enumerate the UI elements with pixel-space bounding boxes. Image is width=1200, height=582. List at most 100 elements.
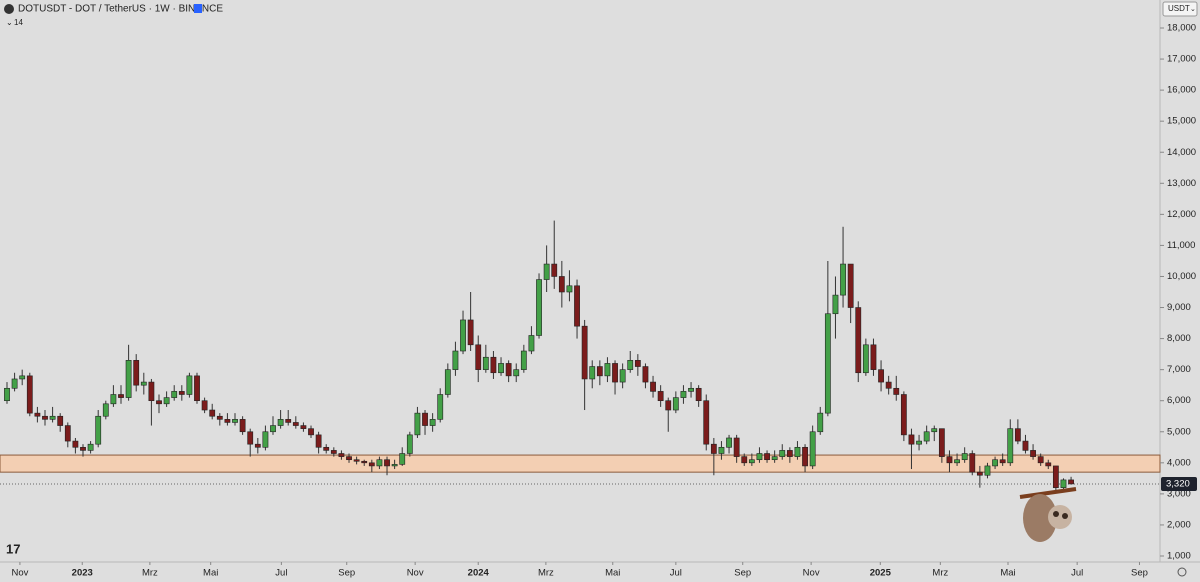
candle-body — [422, 412, 428, 426]
x-tick-label: Mrz — [538, 568, 554, 579]
candle-body — [551, 263, 558, 277]
candle-body — [201, 400, 208, 411]
candle-body — [262, 431, 269, 448]
candle-body — [878, 369, 884, 383]
candle-body — [726, 437, 732, 448]
x-tick-label: Mai — [1000, 568, 1015, 579]
x-tick-label: Mrz — [932, 568, 948, 579]
candle-body — [102, 403, 109, 417]
candle-body — [505, 363, 512, 377]
candle-body — [695, 387, 702, 402]
currency-label: USDT — [1168, 4, 1190, 13]
candle-body — [72, 440, 79, 448]
candle-body — [999, 459, 1006, 464]
candle-body — [452, 350, 459, 370]
candle-body — [741, 456, 748, 464]
candle-body — [42, 415, 48, 420]
sloth-head — [1048, 505, 1072, 529]
sloth-eye — [1062, 513, 1068, 519]
x-tick-label: Mai — [203, 568, 218, 579]
candle-body — [764, 453, 770, 461]
currency-button[interactable] — [1162, 1, 1198, 17]
tv-logo: 17 — [6, 541, 20, 556]
candle-body — [840, 263, 846, 296]
y-tick-label: 18,000 — [1167, 23, 1196, 34]
candle-body — [604, 363, 611, 377]
candle-body — [642, 366, 649, 383]
candle-body — [467, 319, 474, 346]
candle-body — [49, 415, 56, 420]
candle-body — [19, 375, 26, 380]
y-tick-label: 15,000 — [1167, 116, 1196, 127]
y-tick-label: 16,000 — [1167, 85, 1196, 96]
y-tick-label: 12,000 — [1167, 209, 1196, 220]
candle-body — [194, 375, 200, 402]
y-tick-label: 1,000 — [1167, 551, 1191, 562]
candle-body — [1045, 462, 1052, 467]
candle-body — [946, 456, 953, 464]
candle-body — [444, 369, 451, 395]
indicator-value: 14 — [14, 18, 23, 27]
candle-body — [627, 360, 634, 370]
last-price-label: 3,320 — [1166, 478, 1190, 489]
x-tick-label: Sep — [734, 568, 751, 579]
candle-body — [954, 459, 960, 464]
candle-body — [756, 453, 763, 461]
x-tick-label: Jul — [670, 568, 682, 579]
branch — [1019, 487, 1077, 499]
settings-button[interactable] — [1177, 567, 1187, 577]
flag-icon — [194, 4, 202, 13]
candle-body — [315, 434, 322, 448]
candle-body — [148, 381, 155, 402]
y-tick-label: 3,000 — [1167, 488, 1191, 499]
candle-body — [1007, 428, 1014, 464]
candle-body — [779, 450, 786, 457]
currency-chevron: ⌄ — [1190, 6, 1196, 13]
candle-body — [847, 263, 854, 308]
symbol-icon — [4, 4, 14, 14]
candle-body — [1030, 450, 1036, 457]
y-tick-label: 13,000 — [1167, 178, 1196, 189]
candle-body — [277, 419, 284, 426]
candle-body — [163, 397, 170, 405]
candle-body — [520, 350, 527, 370]
candle-body — [361, 460, 368, 464]
candle-body — [353, 459, 360, 462]
indicator-toggle[interactable]: ⌄ — [6, 18, 13, 27]
candle-body — [498, 363, 504, 374]
candle-body — [976, 471, 983, 476]
y-tick-label: 2,000 — [1167, 519, 1191, 530]
candle-body — [809, 431, 816, 467]
candle-body — [870, 344, 877, 370]
y-tick-label: 7,000 — [1167, 364, 1191, 375]
candle-body — [429, 419, 436, 426]
y-tick-label: 6,000 — [1167, 395, 1191, 406]
candle-body — [292, 422, 299, 426]
candle-body — [786, 450, 793, 457]
y-tick-label: 9,000 — [1167, 302, 1191, 313]
last-price-box — [1161, 476, 1197, 491]
candle-body — [657, 391, 664, 402]
candle-body — [87, 443, 94, 451]
x-tick-label: 2024 — [468, 568, 490, 579]
candle-body — [399, 453, 406, 465]
candle-body — [984, 465, 991, 476]
x-tick-label: 2023 — [72, 568, 93, 579]
candle-body — [1037, 456, 1044, 464]
sloth-body — [1023, 494, 1057, 542]
candle-body — [802, 446, 808, 467]
candle-body — [323, 446, 330, 451]
candle-body — [589, 366, 596, 380]
candle-body — [718, 446, 725, 454]
candle-body — [330, 450, 337, 454]
candle-body — [414, 412, 421, 436]
candle-body — [285, 419, 292, 423]
candle-body — [650, 381, 656, 392]
candle-body — [855, 307, 862, 374]
x-tick-label: Sep — [338, 568, 355, 579]
candle-body — [224, 419, 231, 423]
sloth-sticker — [1019, 487, 1077, 542]
candle-body — [34, 412, 41, 417]
